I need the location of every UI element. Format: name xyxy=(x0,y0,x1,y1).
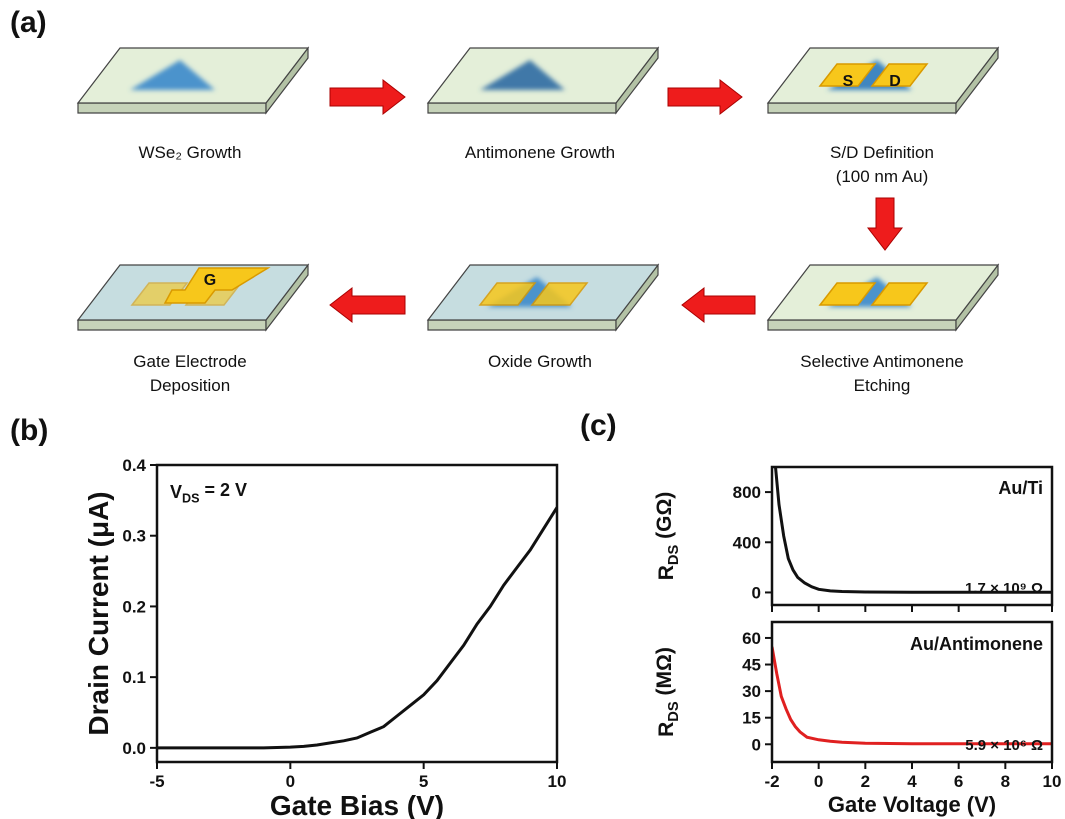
substrate-side xyxy=(768,320,956,330)
substrate-side xyxy=(78,103,266,113)
x-tick-label: 5 xyxy=(419,772,428,791)
x-tick-label: 0 xyxy=(814,772,823,791)
x-tick-label: 10 xyxy=(548,772,567,791)
step-label: Deposition xyxy=(150,376,230,395)
panel-label: (b) xyxy=(10,414,48,447)
step-label: Antimonene Growth xyxy=(465,143,615,162)
step-label: (100 nm Au) xyxy=(836,167,929,186)
step-label: S/D Definition xyxy=(830,143,934,162)
x-tick-label: -2 xyxy=(764,772,779,791)
x-tick-label: 0 xyxy=(286,772,295,791)
chart: 0 400 800 RDS (GΩ) Au/Ti 1.7 × 10⁹ Ω xyxy=(653,467,1052,612)
y-axis-label: RDS (MΩ) xyxy=(653,647,682,737)
step-label: WSe₂ Growth xyxy=(139,143,242,162)
y-tick-label: 0.2 xyxy=(122,597,146,616)
process-diagram: S D G WSe₂ Growth Antimonene Growth S/D Defin… xyxy=(78,48,998,395)
y-axis-label-main: R xyxy=(655,722,678,737)
y-tick-label: 0.0 xyxy=(122,739,146,758)
y-tick-label: 0.3 xyxy=(122,527,146,546)
step-label: Oxide Growth xyxy=(488,352,592,371)
annotation-main: V xyxy=(170,482,182,502)
substrate-side xyxy=(78,320,266,330)
x-tick-label: 2 xyxy=(861,772,870,791)
annotation-rest: = 2 V xyxy=(200,480,248,500)
annotation: Au/Antimonene xyxy=(910,634,1043,654)
data-line xyxy=(157,507,557,748)
figure: (a) (b) (c) S D G WSe₂ Growth Antimonene Gro… xyxy=(0,0,1065,819)
y-axis-label: RDS (GΩ) xyxy=(653,492,682,581)
panel-label: (c) xyxy=(580,409,617,442)
process-arrow xyxy=(868,198,902,250)
electrode-label: G xyxy=(204,272,216,289)
step-label: Selective Antimonene xyxy=(800,352,964,371)
y-tick-label: 400 xyxy=(733,533,761,552)
substrate-side xyxy=(428,103,616,113)
y-axis-label-sub: DS xyxy=(666,545,682,566)
y-tick-label: 15 xyxy=(742,709,761,728)
x-tick-label: 10 xyxy=(1043,772,1062,791)
y-tick-label: 45 xyxy=(742,656,761,675)
annotation: 1.7 × 10⁹ Ω xyxy=(965,580,1043,597)
step-label: Gate Electrode xyxy=(133,352,246,371)
process-arrow xyxy=(682,288,755,322)
substrate-side xyxy=(768,103,956,113)
y-tick-label: 0.4 xyxy=(122,456,146,475)
y-axis-label-rest: (GΩ) xyxy=(653,492,676,545)
x-tick-label: -5 xyxy=(149,772,164,791)
x-tick-label: 6 xyxy=(954,772,963,791)
y-tick-label: 30 xyxy=(742,682,761,701)
y-tick-label: 0 xyxy=(752,583,761,602)
plot-frame xyxy=(157,465,557,762)
y-axis-label-sub: DS xyxy=(666,701,682,722)
process-arrow xyxy=(668,80,742,114)
y-tick-label: 0.1 xyxy=(122,668,146,687)
y-tick-label: 800 xyxy=(733,483,761,502)
charts: -5 0 5 10 0.0 0.1 0.2 0.3 0.4 Gate Bias (V) Drain … xyxy=(83,456,1061,819)
y-tick-label: 0 xyxy=(752,735,761,754)
x-tick-label: 4 xyxy=(907,772,917,791)
x-tick-label: 8 xyxy=(1001,772,1010,791)
annotation: VDS = 2 V xyxy=(170,480,247,505)
step-label: Etching xyxy=(854,376,911,395)
substrate-side xyxy=(428,320,616,330)
panel-label: (a) xyxy=(10,6,47,39)
process-arrow xyxy=(330,80,405,114)
y-axis-label-main: R xyxy=(655,565,678,580)
data-line xyxy=(772,647,1052,744)
annotation: Au/Ti xyxy=(998,478,1043,498)
annotation: 5.9 × 10⁶ Ω xyxy=(965,737,1043,754)
annotation-sub: DS xyxy=(182,491,200,505)
y-axis-label-rest: (MΩ) xyxy=(653,647,676,701)
chart: -5 0 5 10 0.0 0.1 0.2 0.3 0.4 Gate Bias (V) Drain … xyxy=(83,456,566,819)
y-axis-label: Drain Current (μA) xyxy=(83,491,114,735)
x-axis-label: Gate Voltage (V) xyxy=(828,792,996,817)
electrode-label: S xyxy=(843,73,854,90)
x-axis-label: Gate Bias (V) xyxy=(270,790,444,819)
y-tick-label: 60 xyxy=(742,629,761,648)
process-arrow xyxy=(330,288,405,322)
electrode-label: D xyxy=(889,73,901,90)
